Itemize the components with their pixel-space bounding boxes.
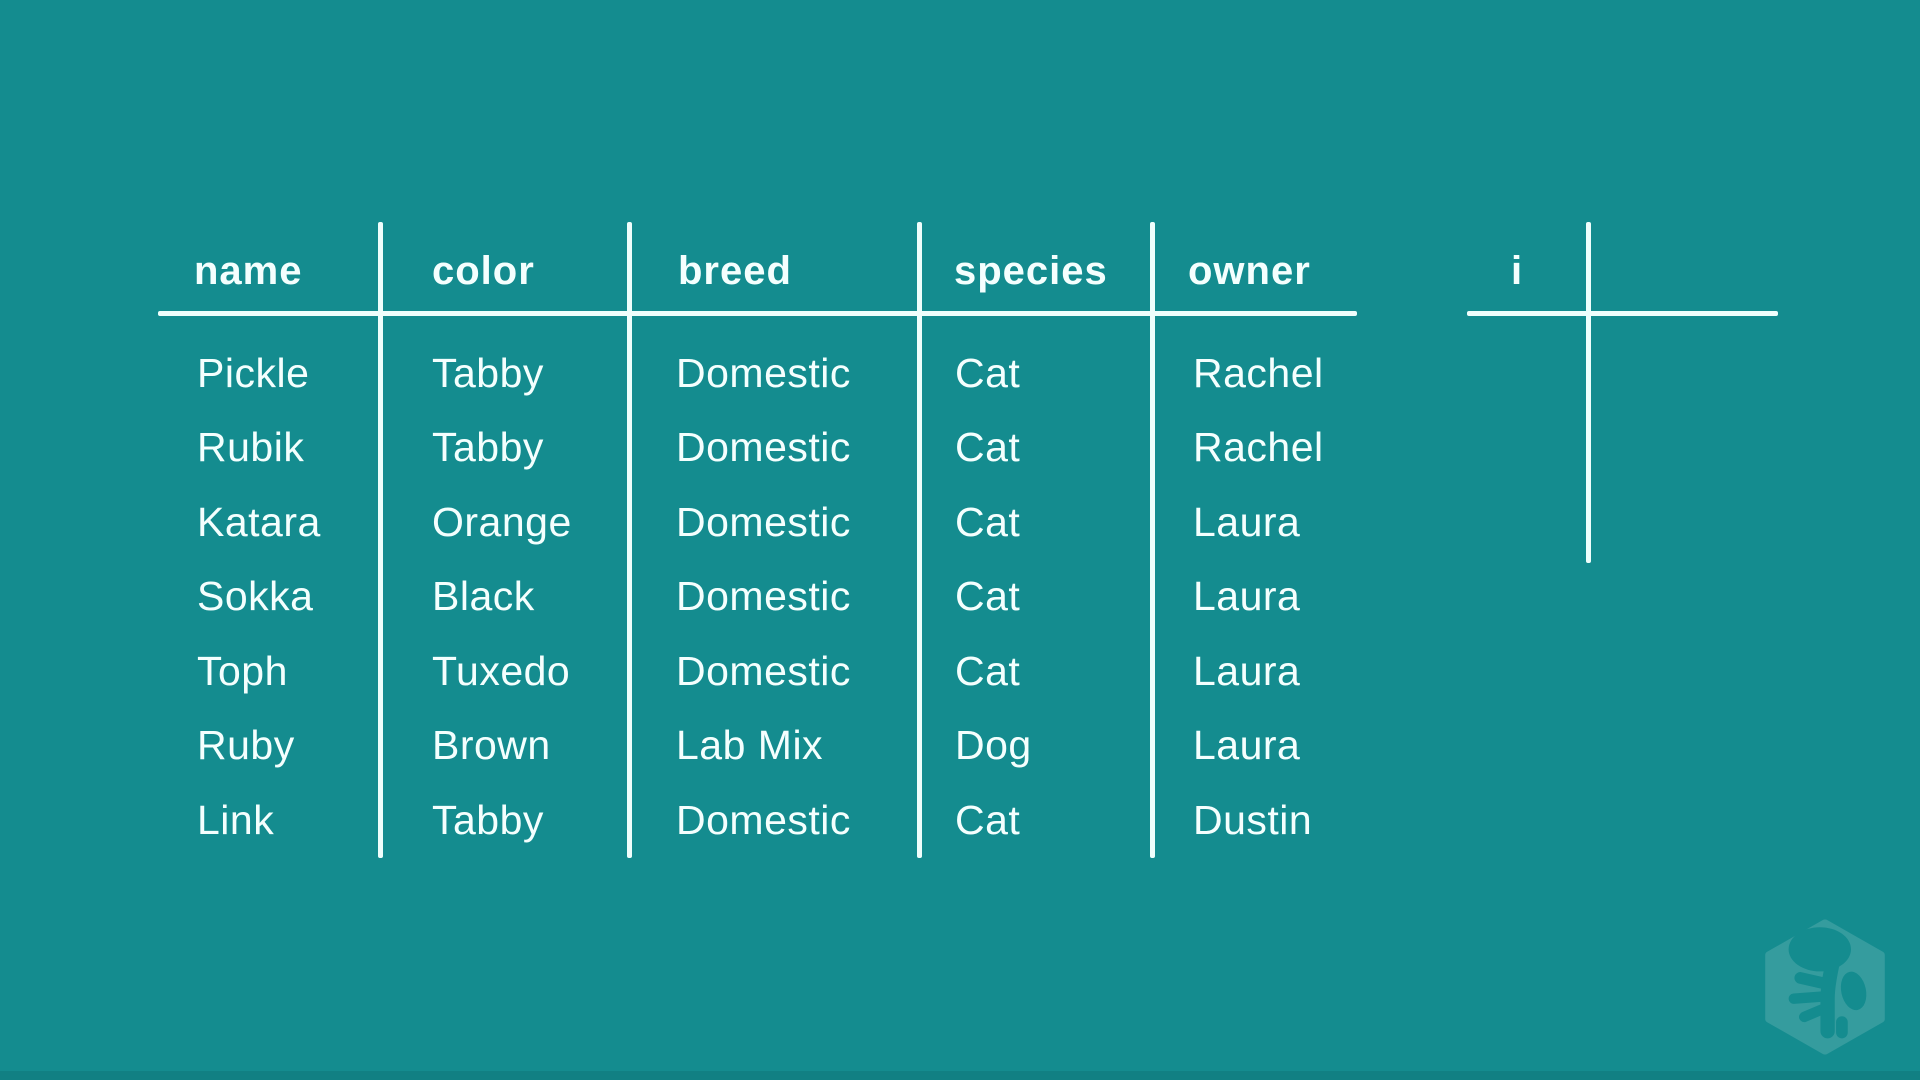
table-cell-name: Katara bbox=[197, 499, 321, 545]
new-table-column-header: i bbox=[1510, 249, 1524, 293]
new-table: i bbox=[1467, 222, 1778, 563]
column-divider bbox=[917, 222, 922, 858]
column-header-name: name bbox=[194, 249, 303, 293]
table-cell-owner: Dustin bbox=[1193, 797, 1313, 843]
pets-table: name color breed species owner Pickle Tab… bbox=[158, 222, 1358, 858]
table-cell-species: Cat bbox=[955, 424, 1021, 470]
table-cell-breed: Domestic bbox=[676, 350, 851, 396]
table-row: Katara Orange Domestic Cat Laura bbox=[158, 485, 1358, 560]
table-cell-color: Tabby bbox=[432, 797, 544, 843]
table-row: Sokka Black Domestic Cat Laura bbox=[158, 559, 1358, 634]
table-row: Link Tabby Domestic Cat Dustin bbox=[158, 783, 1358, 858]
column-header-breed: breed bbox=[678, 249, 792, 293]
table-cell-breed: Domestic bbox=[676, 499, 851, 545]
table-row: Ruby Brown Lab Mix Dog Laura bbox=[158, 708, 1358, 783]
table-cell-name: Pickle bbox=[197, 350, 310, 396]
table-cell-color: Black bbox=[432, 573, 535, 619]
table-cell-breed: Domestic bbox=[676, 797, 851, 843]
table-cell-color: Brown bbox=[432, 722, 551, 768]
column-divider bbox=[378, 222, 383, 858]
bottom-bar bbox=[0, 1071, 1920, 1080]
table-cell-species: Dog bbox=[955, 722, 1032, 768]
table-cell-species: Cat bbox=[955, 573, 1021, 619]
table-cell-species: Cat bbox=[955, 797, 1021, 843]
table-cell-breed: Lab Mix bbox=[676, 722, 824, 768]
table-cell-color: Tabby bbox=[432, 350, 544, 396]
table-cell-owner: Laura bbox=[1193, 722, 1301, 768]
table-cell-color: Tabby bbox=[432, 424, 544, 470]
table-cell-owner: Laura bbox=[1193, 648, 1301, 694]
new-table-header-underline bbox=[1467, 311, 1778, 316]
table-cell-name: Link bbox=[197, 797, 275, 843]
table-cell-name: Rubik bbox=[197, 424, 305, 470]
column-header-owner: owner bbox=[1188, 249, 1311, 293]
table-row: Toph Tuxedo Domestic Cat Laura bbox=[158, 634, 1358, 709]
table-row: Pickle Tabby Domestic Cat Rachel bbox=[158, 336, 1358, 411]
table-cell-owner: Rachel bbox=[1193, 424, 1324, 470]
table-cell-species: Cat bbox=[955, 499, 1021, 545]
table-cell-breed: Domestic bbox=[676, 648, 851, 694]
column-header-species: species bbox=[954, 249, 1108, 293]
table-cell-color: Tuxedo bbox=[432, 648, 571, 694]
new-table-column-divider bbox=[1586, 222, 1591, 563]
table-cell-species: Cat bbox=[955, 648, 1021, 694]
table-cell-breed: Domestic bbox=[676, 573, 851, 619]
table-row: Rubik Tabby Domestic Cat Rachel bbox=[158, 410, 1358, 485]
table-cell-owner: Laura bbox=[1193, 499, 1301, 545]
table-cell-name: Sokka bbox=[197, 573, 314, 619]
table-cell-name: Ruby bbox=[197, 722, 295, 768]
table-cell-color: Orange bbox=[432, 499, 572, 545]
table-cell-owner: Rachel bbox=[1193, 350, 1324, 396]
column-divider bbox=[1150, 222, 1155, 858]
column-header-color: color bbox=[432, 249, 535, 293]
table-cell-breed: Domestic bbox=[676, 424, 851, 470]
table-cell-owner: Laura bbox=[1193, 573, 1301, 619]
column-divider bbox=[627, 222, 632, 858]
table-cell-name: Toph bbox=[197, 648, 288, 694]
header-underline bbox=[158, 311, 1357, 316]
table-cell-species: Cat bbox=[955, 350, 1021, 396]
treehouse-logo-icon bbox=[1760, 919, 1890, 1055]
